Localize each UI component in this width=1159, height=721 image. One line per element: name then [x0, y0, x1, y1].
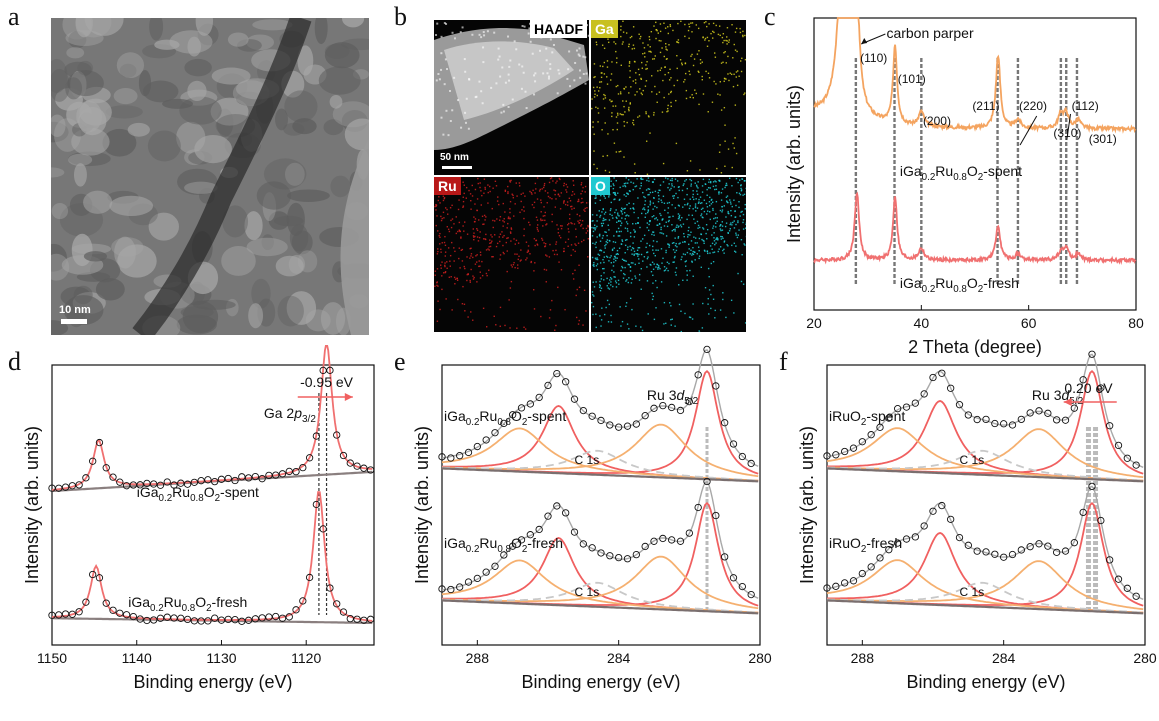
rue-xtick-label-0: 288 — [466, 650, 490, 666]
tile-o: O — [591, 177, 746, 332]
xrd-label-fresh: iGa0.2Ru0.8O2-fresh — [900, 275, 1019, 295]
rue-label-0: iGa0.2Ru0.8O2-spent — [444, 408, 566, 428]
xrd-carbon-arrowhead — [861, 38, 867, 44]
rue-c1s-label-1: C 1s — [575, 585, 600, 599]
panel-e: e 288 284 280 Binding energy (eV) Intensity … — [390, 345, 775, 716]
ga-label-1: iGa0.2Ru0.8O2-fresh — [128, 594, 247, 614]
panel-letter-d: d — [8, 347, 21, 377]
ga-ylabel: Intensity (arb. units) — [22, 426, 42, 584]
xrd-peak-label-3: (211) — [972, 99, 999, 113]
rue-ylabel: Intensity (arb. units) — [412, 426, 432, 584]
rue-c1s-label-0: C 1s — [575, 453, 600, 467]
ga-xtick-label-1: 1140 — [122, 650, 152, 666]
tem-texture — [51, 18, 369, 335]
panel-letter-a: a — [8, 2, 20, 32]
ruf-xtick-label-2: 280 — [1133, 650, 1157, 666]
rue-background-1 — [442, 600, 758, 613]
xps-ga-chart: 1150 1140 1130 1120 Binding energy (eV) Inten… — [0, 345, 385, 716]
ga-label-0: iGa0.2Ru0.8O2-spent — [137, 484, 259, 504]
tile-label-ga: Ga — [591, 20, 618, 38]
panel-letter-b: b — [394, 2, 407, 32]
xrd-xtick-label-1: 40 — [914, 315, 930, 331]
ga-xtick-label-3: 1120 — [291, 650, 321, 666]
xps-ru-chart-e: 288 284 280 Binding energy (eV) Intensity (a… — [390, 345, 775, 716]
tile-label-ru: Ru — [434, 177, 461, 195]
ruf-point — [939, 502, 945, 508]
rue-xlabel: Binding energy (eV) — [521, 672, 680, 692]
ruf-xlabel: Binding energy (eV) — [906, 672, 1065, 692]
ga-peak-label: Ga 2p3/2 — [264, 405, 316, 425]
panel-b: b HAADF 50 nm Ga Ru O — [390, 0, 760, 340]
tile-label-o: O — [591, 177, 610, 195]
rue-point — [456, 452, 462, 458]
rue-point — [448, 455, 454, 461]
xrd-peak-label-1: (101) — [898, 72, 926, 86]
ga-map — [591, 20, 746, 175]
panel-letter-e: e — [394, 347, 406, 377]
rue-component-1-0 — [442, 503, 758, 606]
panel-letter-f: f — [779, 347, 788, 377]
scale-bar-label-a: 10 nm — [59, 304, 91, 316]
tile-label-haadf: HAADF — [530, 20, 587, 38]
panel-a: a 10 nm — [0, 0, 380, 340]
xrd-xtick-label-2: 60 — [1021, 315, 1037, 331]
xrd-xtick-label-0: 20 — [806, 315, 822, 331]
tem-image: 10 nm — [51, 18, 369, 335]
rue-point — [615, 554, 621, 560]
xrd-peak-label-4: (220) — [1019, 99, 1047, 113]
rue-xtick-label-1: 284 — [607, 650, 631, 666]
xrd-label-spent: iGa0.2Ru0.8O2-spent — [900, 163, 1022, 183]
xrd-peak-label-2: (200) — [923, 114, 951, 128]
tile-ga: Ga — [591, 20, 746, 175]
rue-label-1: iGa0.2Ru0.8O2-fresh — [444, 535, 563, 555]
xps-ru-chart-f: 288 284 280 Binding energy (eV) Intensity (a… — [775, 345, 1159, 716]
ruf-ylabel: Intensity (arb. units) — [797, 426, 817, 584]
ga-xtick-label-0: 1150 — [37, 650, 67, 666]
ruf-xtick-label-0: 288 — [851, 650, 875, 666]
ga-xlabel: Binding energy (eV) — [133, 672, 292, 692]
xrd-series-0 — [814, 18, 1135, 131]
scale-bar-label-b: 50 nm — [440, 152, 469, 163]
tile-ru: Ru — [434, 177, 589, 332]
xrd-peak-label-6: (112) — [1072, 99, 1099, 113]
o-map — [591, 177, 746, 332]
ruf-point — [1000, 421, 1006, 427]
xrd-series-1 — [814, 194, 1135, 262]
ga-shift-arrowhead — [345, 393, 353, 401]
ga-xtick-label-2: 1130 — [206, 650, 236, 666]
ruf-label-0: iRuO2-spent — [829, 408, 905, 428]
ruf-xtick-label-1: 284 — [992, 650, 1016, 666]
panel-d: d 1150 1140 1130 1120 Binding energy (eV) Int… — [0, 345, 385, 716]
ru-map — [434, 177, 589, 332]
xrd-peak-label-0: (110) — [860, 51, 887, 65]
panel-f: f 288 284 280 Binding energy (eV) Intensity … — [775, 345, 1159, 716]
ruf-c1s-label-1: C 1s — [960, 585, 985, 599]
panel-letter-c: c — [764, 2, 776, 32]
rue-point — [677, 407, 683, 413]
ga-shift-label: -0.95 eV — [300, 374, 354, 390]
rue-xtick-label-2: 280 — [748, 650, 772, 666]
xrd-xtick-label-3: 80 — [1128, 315, 1144, 331]
ruf-shift-label: 0.20 eV — [1064, 380, 1113, 396]
xrd-ylabel: Intensity (arb. units) — [784, 85, 804, 243]
rue-background-0 — [442, 468, 758, 481]
ga-fit-0 — [52, 345, 372, 490]
tile-haadf: HAADF 50 nm — [434, 20, 589, 175]
xrd-carbon-annotation: carbon parper — [886, 25, 974, 41]
ruf-point — [974, 416, 980, 422]
xrd-peak-label-7: (301) — [1089, 132, 1117, 146]
ruf-c1s-label-0: C 1s — [960, 453, 985, 467]
